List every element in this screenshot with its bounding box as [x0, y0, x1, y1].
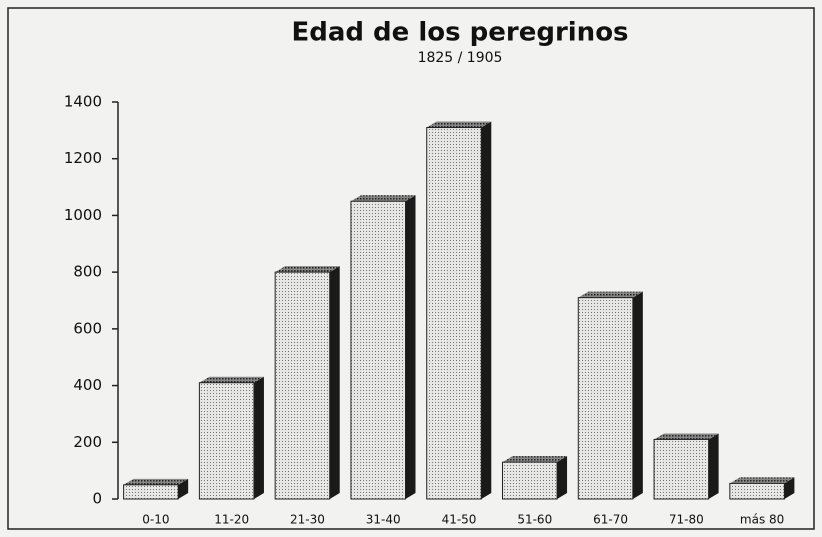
bar-side [632, 291, 643, 499]
x-tick-label: 31-40 [366, 513, 401, 527]
bar-side [405, 195, 416, 499]
chart-subtitle: 1825 / 1905 [418, 50, 503, 66]
bar-side [784, 477, 795, 499]
x-tick-label: 61-70 [593, 513, 628, 527]
y-tick-label: 600 [73, 319, 102, 337]
bar-top [275, 266, 340, 273]
bar-side [329, 266, 340, 499]
frame [7, 7, 815, 530]
bar-top [502, 456, 568, 463]
bar-side [253, 376, 264, 499]
bar-top [350, 195, 416, 202]
bar-side [557, 456, 568, 499]
bar-top [729, 477, 795, 484]
x-tick-label: 11-20 [214, 513, 249, 527]
bar [577, 297, 634, 500]
x-tick-label: 21-30 [290, 513, 325, 527]
y-tick-label: 400 [73, 376, 102, 394]
bar-side [708, 433, 719, 499]
bar-top [199, 376, 264, 383]
bar [653, 438, 710, 500]
y-tick-label: 200 [73, 433, 102, 451]
bar [274, 271, 331, 500]
chart-title: Edad de los peregrinos [291, 18, 628, 48]
bar [123, 484, 179, 500]
bar-side [481, 121, 492, 500]
y-tick-label: 1000 [64, 206, 102, 224]
bar [729, 482, 785, 500]
y-tick-label: 0 [92, 490, 102, 508]
bar [350, 200, 407, 500]
y-tick-label: 1200 [64, 149, 102, 167]
x-tick-label: 0-10 [142, 513, 169, 527]
bar-top [654, 433, 719, 440]
bar-top [578, 291, 643, 298]
bar [501, 461, 558, 500]
y-tick-label: 1400 [64, 93, 102, 111]
bar-top [123, 478, 189, 485]
x-tick-label: más 80 [740, 513, 784, 527]
x-tick-label: 41-50 [442, 513, 477, 527]
x-tick-label: 51-60 [517, 513, 552, 527]
bar-top [426, 121, 492, 128]
y-tick-label: 800 [73, 263, 102, 281]
bar [426, 127, 482, 500]
bar-side [178, 478, 189, 499]
bar [198, 382, 255, 500]
x-tick-label: 71-80 [669, 513, 704, 527]
